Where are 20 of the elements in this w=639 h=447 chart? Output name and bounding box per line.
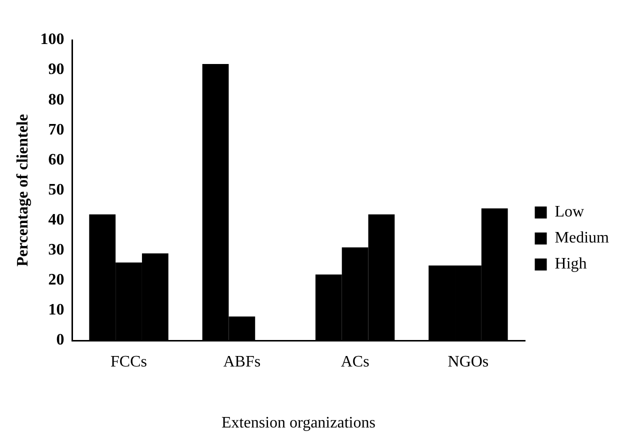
y-tick-label: 80 xyxy=(48,91,64,108)
legend-label: High xyxy=(554,256,587,273)
y-tick-label: 0 xyxy=(56,332,64,349)
y-tick-label: 90 xyxy=(48,61,64,78)
y-tick-label: 20 xyxy=(48,272,64,289)
x-axis-title: Extension organizations xyxy=(222,414,376,432)
x-tick-label: NGOs xyxy=(448,353,489,370)
x-tick-label: ABFs xyxy=(223,353,261,370)
y-tick-label: 70 xyxy=(48,121,64,138)
legend-label: Medium xyxy=(554,230,610,247)
legend-label: Low xyxy=(554,204,585,221)
x-tick-label: ACs xyxy=(340,353,370,370)
y-tick-label: 50 xyxy=(48,181,64,198)
y-tick-label: 40 xyxy=(48,212,64,228)
y-tick-label: 10 xyxy=(48,302,64,319)
x-tick-label: FCCs xyxy=(110,353,148,370)
y-axis-title: Percentage of clientele xyxy=(14,114,32,267)
y-tick-label: 100 xyxy=(40,31,64,48)
y-tick-label: 60 xyxy=(48,151,64,168)
y-tick-label: 30 xyxy=(48,242,64,259)
